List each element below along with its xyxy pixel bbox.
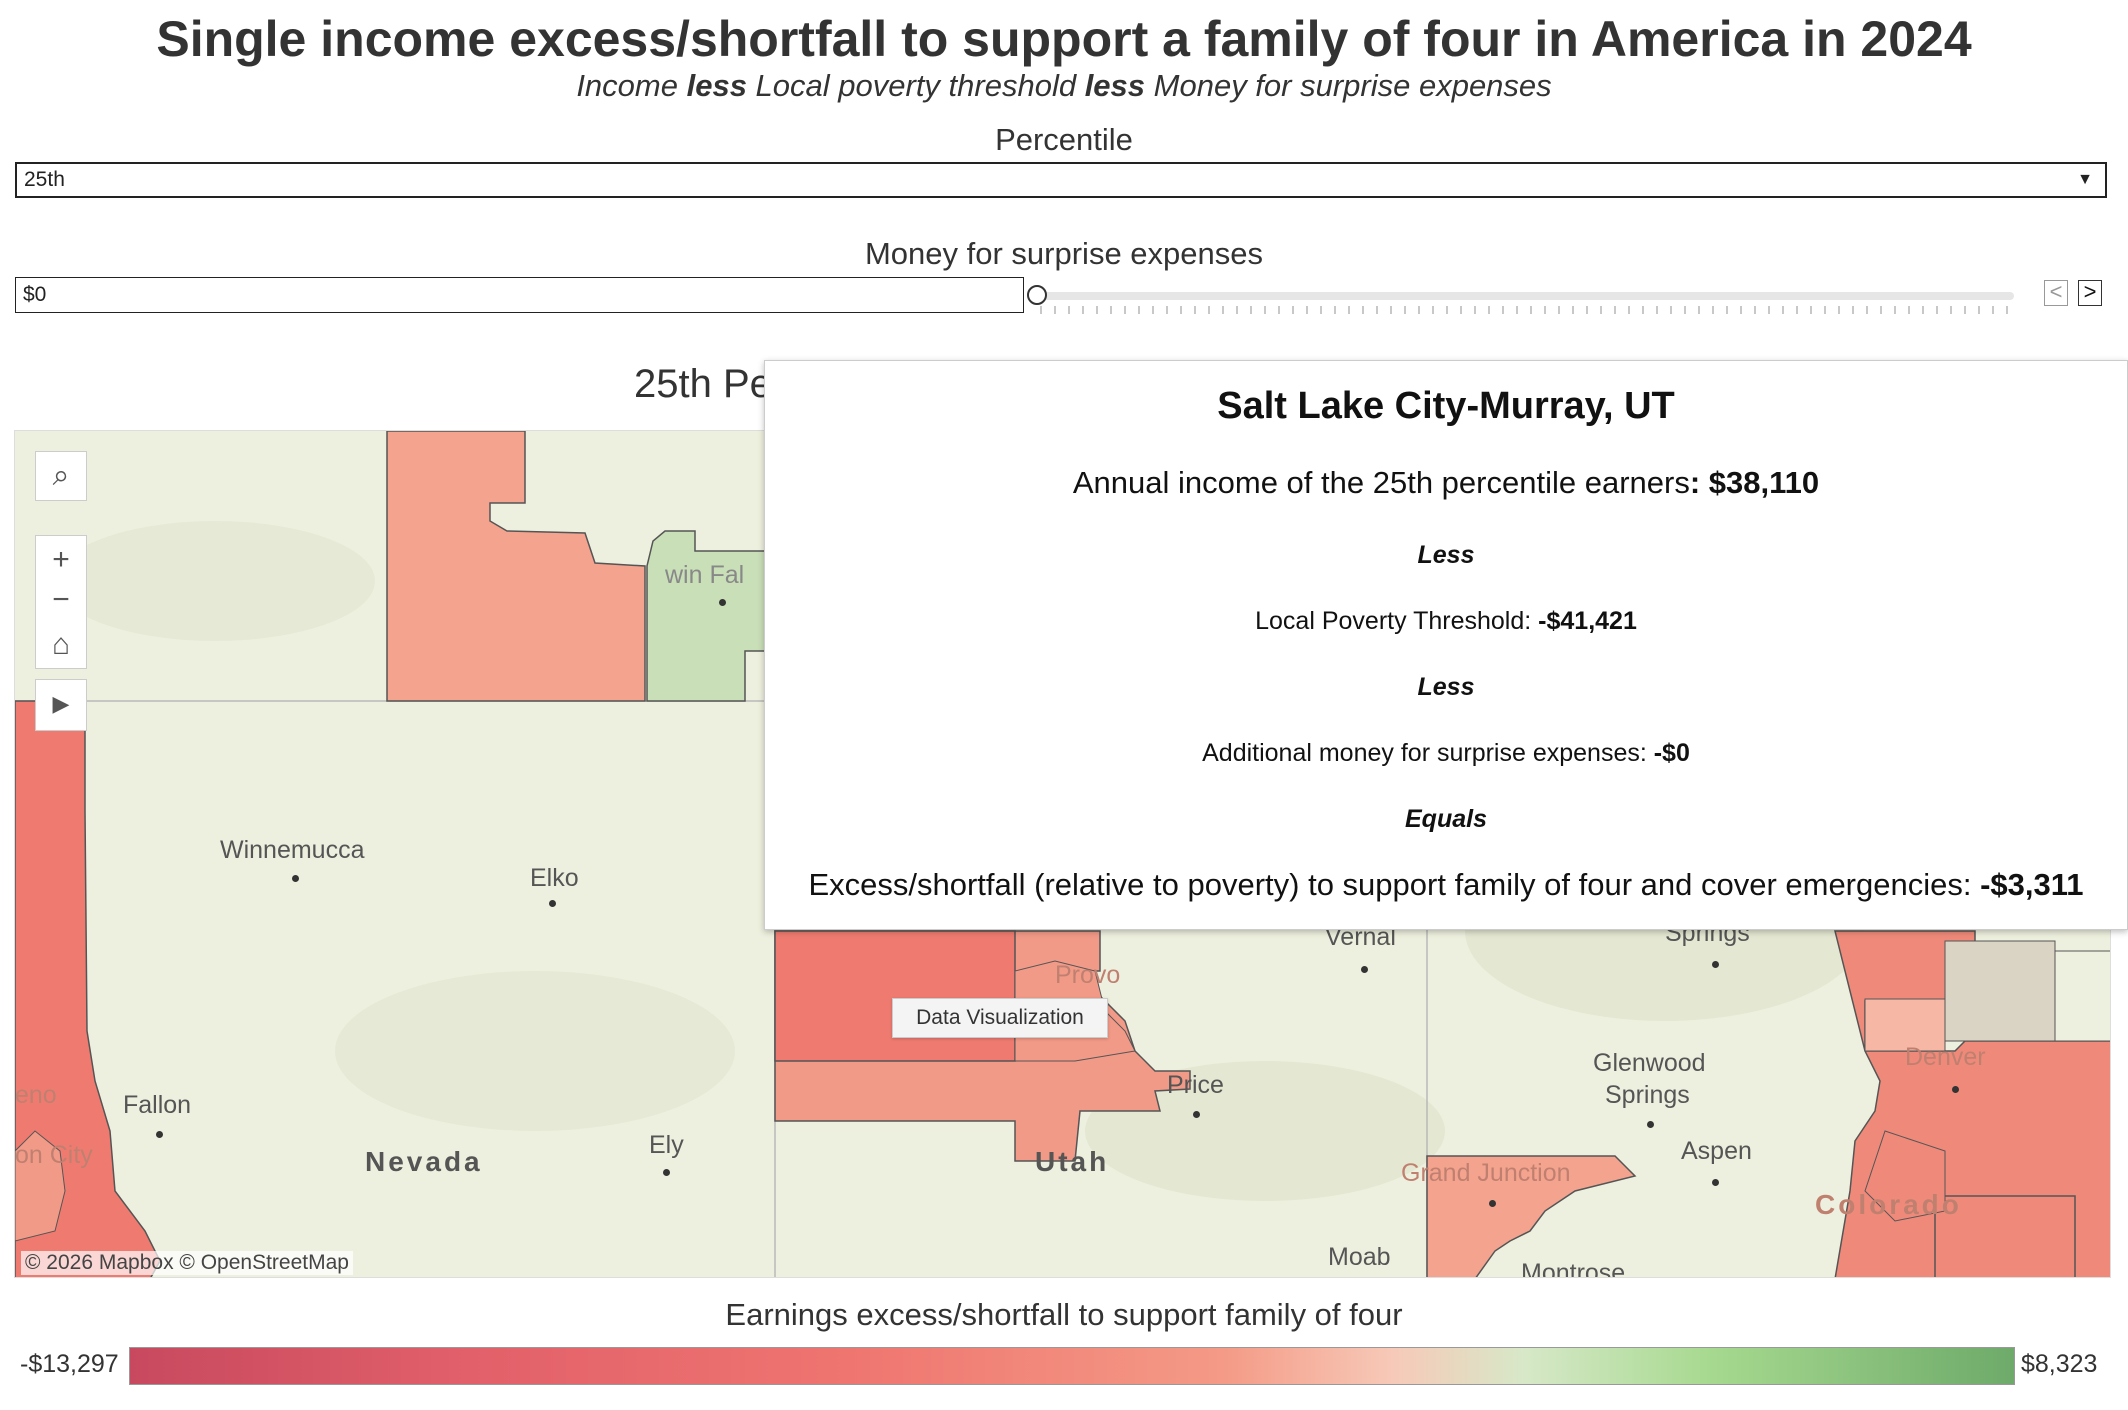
dropdown-arrow-icon[interactable]: ▼	[2077, 171, 2093, 188]
map-label-provo: Provo	[1055, 961, 1121, 989]
map-label-glenwood: Glenwood	[1593, 1049, 1706, 1077]
money-value-input[interactable]: $0	[15, 277, 1024, 313]
city-dot	[1361, 966, 1368, 973]
home-icon[interactable]: ⌂	[35, 625, 87, 669]
dashboard-title: Single income excess/shortfall to suppor…	[156, 11, 1972, 67]
map-label-elko: Elko	[530, 864, 579, 892]
tooltip-less-1: Less	[1417, 541, 1475, 569]
legend-max-value: $8,323	[2021, 1350, 2098, 1378]
map-title: 25th Pe	[634, 362, 772, 406]
tooltip-title: Salt Lake City-Murray, UT	[1217, 385, 1675, 427]
city-dot	[156, 1131, 163, 1138]
tooltip-result: Excess/shortfall (relative to poverty) t…	[808, 867, 2084, 902]
zoom-in-icon[interactable]: +	[35, 535, 87, 581]
city-dot	[1193, 1111, 1200, 1118]
money-label: Money for surprise expenses	[864, 236, 1264, 271]
city-dot	[719, 599, 726, 606]
money-slider-thumb[interactable]	[1027, 285, 1047, 305]
tooltip-poverty: Local Poverty Threshold: -$41,421	[1255, 607, 1637, 635]
map-search-icon[interactable]: ⌕	[35, 451, 87, 501]
percentile-select[interactable]: 25th ▼	[15, 162, 2107, 198]
tooltip-equals: Equals	[1405, 805, 1487, 833]
legend-min-value: -$13,297	[20, 1350, 119, 1378]
map-label-denver: Denver	[1905, 1043, 1986, 1071]
city-dot	[1647, 1121, 1654, 1128]
dashboard-subtitle: Income less Local poverty threshold less…	[576, 68, 1552, 103]
slider-prev-button[interactable]: <	[2044, 280, 2068, 306]
city-dot	[292, 875, 299, 882]
map-label-ely: Ely	[649, 1131, 684, 1159]
map-label-montrose: Montrose	[1521, 1259, 1626, 1278]
city-dot	[1712, 961, 1719, 968]
city-dot	[663, 1169, 670, 1176]
city-dot	[1489, 1200, 1496, 1207]
money-slider-ticks	[1040, 306, 2010, 314]
map-label-price: Price	[1167, 1071, 1224, 1099]
zoom-out-icon[interactable]: −	[35, 581, 87, 625]
play-icon[interactable]: ▶	[35, 679, 87, 731]
map-attribution[interactable]: © 2026 Mapbox © OpenStreetMap	[21, 1251, 353, 1275]
legend-color-ramp	[129, 1347, 2015, 1385]
legend-title: Earnings excess/shortfall to support fam…	[725, 1297, 1403, 1332]
map-label-moab: Moab	[1328, 1243, 1391, 1271]
hover-tooltip: Data Visualization	[892, 998, 1108, 1038]
tooltip-surprise: Additional money for surprise expenses: …	[1202, 739, 1690, 767]
tooltip-less-2: Less	[1417, 673, 1475, 701]
city-dot	[1712, 1179, 1719, 1186]
map-label-grand-junction: Grand Junction	[1401, 1159, 1571, 1187]
percentile-label: Percentile	[995, 122, 1133, 157]
map-label-aspen: Aspen	[1681, 1137, 1752, 1165]
percentile-selected-value: 25th	[24, 168, 65, 191]
map-label-fallon: Fallon	[123, 1091, 192, 1119]
money-slider-track[interactable]	[1036, 292, 2014, 300]
slider-next-button[interactable]: >	[2078, 280, 2102, 306]
map-label-winnemucca: Winnemucca	[220, 836, 365, 864]
city-dot	[549, 900, 556, 907]
region-tooltip: Salt Lake City-Murray, UT Annual income …	[764, 360, 2128, 930]
tooltip-income: Annual income of the 25th percentile ear…	[1072, 465, 1820, 500]
map-label-colorado: Colorado	[1815, 1189, 1962, 1220]
map-label-carson-city: on City	[15, 1141, 93, 1169]
map-label-nevada: Nevada	[365, 1146, 483, 1177]
map-label-glenwood-springs: Springs	[1605, 1081, 1690, 1109]
map-label-reno: eno	[15, 1081, 57, 1109]
map-label-utah: Utah	[1035, 1146, 1110, 1177]
city-dot	[1952, 1086, 1959, 1093]
map-label-twin-falls: win Fal	[665, 561, 745, 589]
